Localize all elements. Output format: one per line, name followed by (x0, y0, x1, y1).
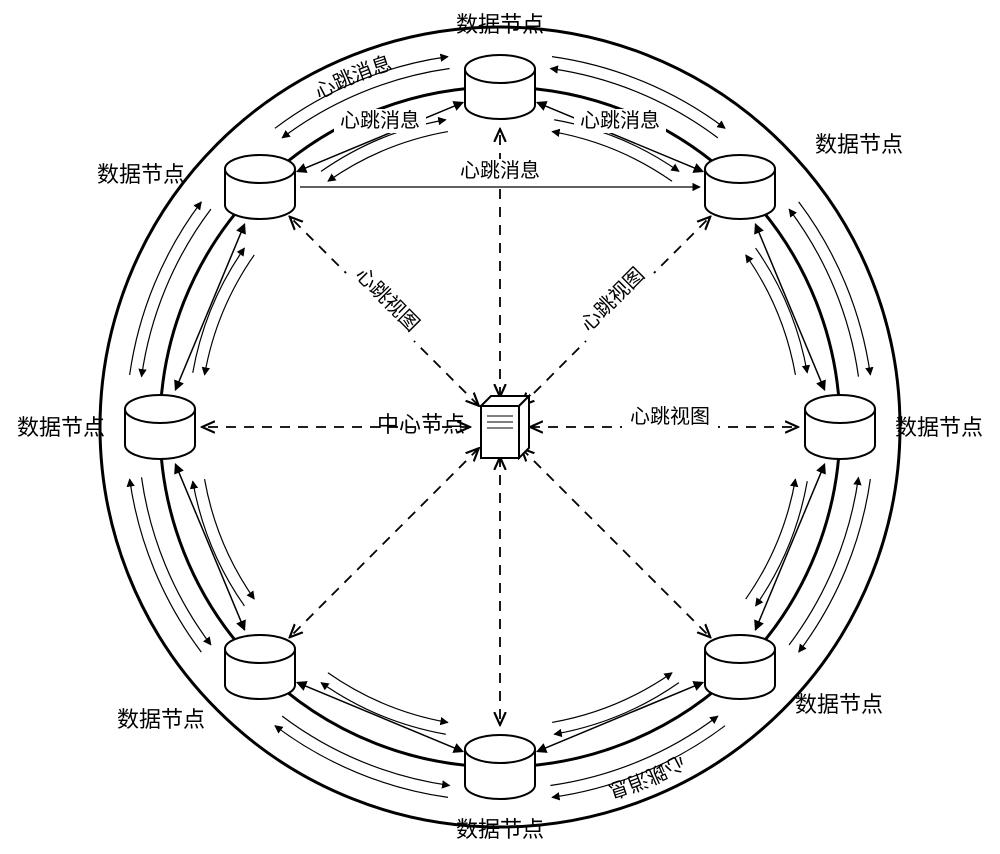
outer-arc-rev (142, 477, 211, 644)
heartbeat-view-label: 心跳视图 (630, 405, 710, 428)
data-node (225, 635, 295, 699)
outer-arc-rev (789, 209, 858, 376)
outer-arc-rev (789, 477, 858, 644)
network-diagram: 中心节点数据节点数据节点数据节点数据节点数据节点数据节点数据节点数据节点心跳消息… (0, 0, 1000, 854)
inner-arc-rev (328, 132, 448, 182)
node-label: 数据节点 (456, 817, 544, 842)
heartbeat-view-label: 心跳视图 (576, 263, 649, 336)
center-label: 中心节点 (377, 412, 465, 437)
data-node (225, 155, 295, 219)
heartbeat-msg-label: 心跳消息 (340, 109, 420, 132)
data-node (705, 155, 775, 219)
heartbeat-view-label: 心跳视图 (351, 263, 424, 336)
node-label: 数据节点 (456, 12, 544, 37)
inner-arc-rev (205, 479, 255, 599)
outer-arc-rev (282, 716, 449, 785)
data-node (705, 635, 775, 699)
heartbeat-msg-label: 心跳消息 (460, 159, 540, 182)
data-node (465, 55, 535, 119)
data-node (805, 395, 875, 459)
heartbeat-msg-label: 心跳消息 (580, 109, 660, 132)
inner-arc-rev (746, 479, 796, 599)
inner-arc-rev (552, 673, 672, 723)
inner-arc-rev (205, 255, 255, 375)
node-label: 数据节点 (795, 692, 883, 717)
diagram-container: 中心节点数据节点数据节点数据节点数据节点数据节点数据节点数据节点数据节点心跳消息… (0, 0, 1000, 854)
inner-arc-rev (328, 673, 448, 723)
node-label: 数据节点 (17, 415, 105, 440)
spoke-line (290, 448, 479, 637)
data-node (125, 395, 195, 459)
data-node (465, 735, 535, 799)
node-label: 数据节点 (97, 162, 185, 187)
node-label: 数据节点 (117, 707, 205, 732)
spoke-line (521, 448, 710, 637)
inner-arc-rev (746, 255, 796, 375)
outer-arc-rev (142, 209, 211, 376)
node-label: 数据节点 (815, 132, 903, 157)
center-node (481, 396, 529, 458)
inner-arc-rev (552, 132, 672, 182)
node-label: 数据节点 (895, 415, 983, 440)
